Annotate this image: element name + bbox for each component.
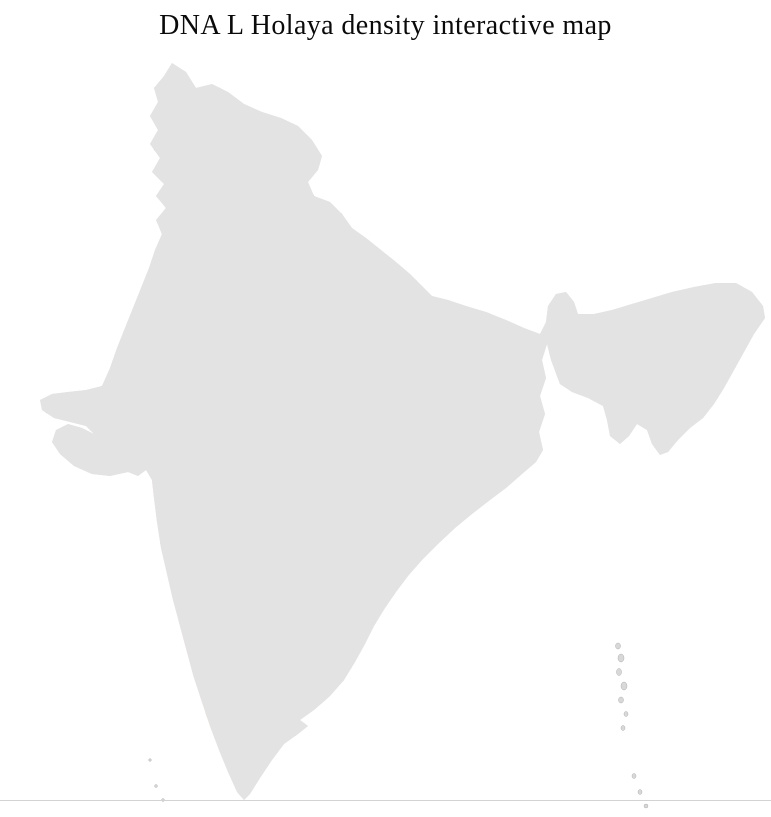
andaman-island[interactable]: [620, 725, 626, 731]
andaman-island[interactable]: [618, 696, 624, 704]
india-national-border: [39, 62, 766, 801]
nicobar-island[interactable]: [631, 773, 637, 779]
nicobar-island[interactable]: [643, 803, 649, 809]
page-title: DNA L Holaya density interactive map: [159, 10, 612, 41]
lakshadweep-island[interactable]: [148, 758, 152, 762]
andaman-island[interactable]: [617, 653, 625, 663]
bottom-divider: [0, 800, 771, 801]
lakshadweep-island[interactable]: [154, 784, 158, 788]
andaman-island[interactable]: [620, 681, 628, 691]
andaman-island[interactable]: [616, 668, 622, 676]
nicobar-island[interactable]: [637, 789, 643, 795]
andaman-island[interactable]: [623, 711, 629, 717]
island-chains: [148, 642, 649, 809]
andaman-island[interactable]: [615, 642, 621, 650]
